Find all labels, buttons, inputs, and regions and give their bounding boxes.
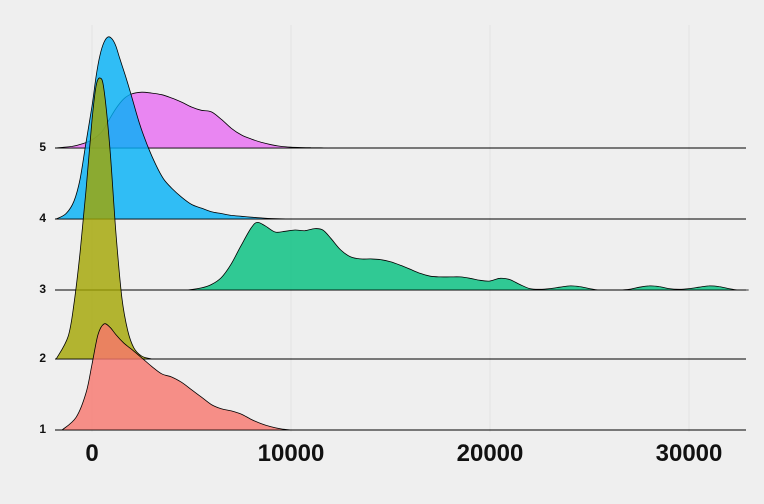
ridge-3: [187, 221, 749, 291]
y-tick-label-1: 1: [39, 422, 46, 436]
y-tick-label-3: 3: [39, 282, 46, 296]
x-tick-label-20000: 20000: [457, 440, 524, 467]
y-tick-label-2: 2: [39, 351, 46, 365]
ridge-series: [54, 36, 749, 431]
y-axis-tick-labels: 1 2 3 4 5: [39, 140, 46, 436]
x-axis-tick-labels: 0 10000 20000 30000: [85, 440, 722, 467]
ridge-group-3: [55, 221, 749, 291]
y-tick-label-5: 5: [39, 140, 46, 154]
x-tick-label-10000: 10000: [258, 440, 325, 467]
ridge-2: [55, 77, 152, 360]
ridge-4: [54, 36, 292, 220]
grid-lines: [91, 25, 690, 432]
x-tick-label-0: 0: [85, 440, 98, 467]
ridge-1: [61, 323, 292, 431]
ridge-group-2: [55, 77, 746, 360]
ridge-group-5: [55, 91, 746, 149]
ridge-group-1: [55, 323, 746, 431]
x-tick-label-30000: 30000: [656, 440, 723, 467]
y-tick-label-4: 4: [39, 211, 46, 225]
ridge-group-4: [54, 36, 746, 220]
